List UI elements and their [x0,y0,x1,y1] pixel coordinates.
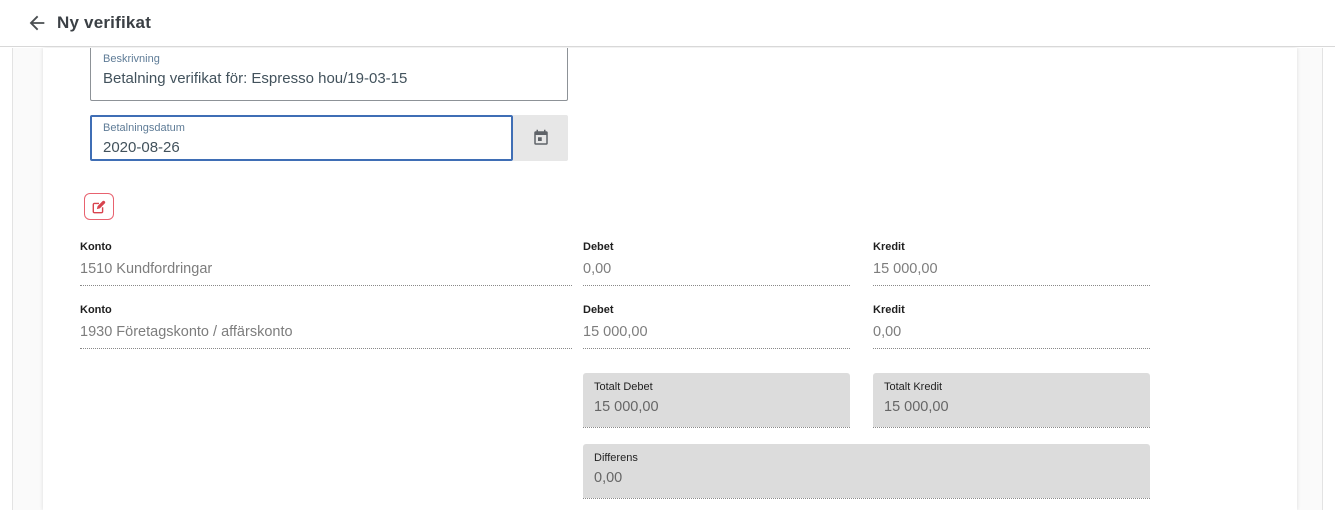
total-debet-field: Totalt Debet 15 000,00 [583,373,850,428]
back-button[interactable] [24,10,50,36]
debet-label: Debet [583,241,614,253]
entries-grid: Konto 1510 Kundfordringar Debet 0,00 Kre… [80,241,1297,499]
konto-label: Konto [80,241,112,253]
total-debet-label: Totalt Debet [594,381,653,393]
description-value: Betalning verifikat för: Espresso hou/19… [103,70,408,87]
description-label: Beskrivning [103,53,160,65]
arrow-left-icon [26,12,48,34]
differens-field: Differens 0,00 [583,444,1150,499]
kredit-value: 15 000,00 [873,261,938,277]
content-viewport: Beskrivning Betalning verifikat för: Esp… [12,48,1323,510]
total-kredit-label: Totalt Kredit [884,381,943,393]
calendar-button[interactable] [513,115,568,161]
konto-label: Konto [80,304,112,316]
debet-input-row2[interactable]: Debet 15 000,00 [583,304,850,349]
debet-value: 15 000,00 [583,324,648,340]
kredit-label: Kredit [873,241,905,253]
konto-input-row2[interactable]: Konto 1930 Företagskonto / affärskonto [80,304,572,349]
total-debet-value: 15 000,00 [594,399,659,415]
total-kredit-field: Totalt Kredit 15 000,00 [873,373,1150,428]
payment-date-value: 2020-08-26 [103,139,180,156]
konto-input-row1[interactable]: Konto 1510 Kundfordringar [80,241,572,286]
debet-value: 0,00 [583,261,612,277]
kredit-label: Kredit [873,304,905,316]
kredit-input-row1[interactable]: Kredit 15 000,00 [873,241,1150,286]
konto-value: 1510 Kundfordringar [80,261,213,277]
edit-button[interactable] [84,193,114,220]
description-field[interactable]: Beskrivning Betalning verifikat för: Esp… [90,48,568,101]
debet-input-row1[interactable]: Debet 0,00 [583,241,850,286]
differens-value: 0,00 [594,470,623,486]
payment-date-label: Betalningsdatum [103,122,185,134]
edit-pencil-icon [92,200,106,214]
kredit-value: 0,00 [873,324,902,340]
debet-label: Debet [583,304,614,316]
voucher-card: Beskrivning Betalning verifikat för: Esp… [43,48,1297,510]
page-title: Ny verifikat [57,13,152,32]
differens-label: Differens [594,452,638,464]
calendar-icon [532,129,550,147]
total-kredit-value: 15 000,00 [884,399,949,415]
page-header: Ny verifikat [0,0,1335,47]
payment-date-row: Betalningsdatum 2020-08-26 [90,115,1297,161]
payment-date-field[interactable]: Betalningsdatum 2020-08-26 [90,115,513,161]
kredit-input-row2[interactable]: Kredit 0,00 [873,304,1150,349]
konto-value: 1930 Företagskonto / affärskonto [80,324,293,340]
